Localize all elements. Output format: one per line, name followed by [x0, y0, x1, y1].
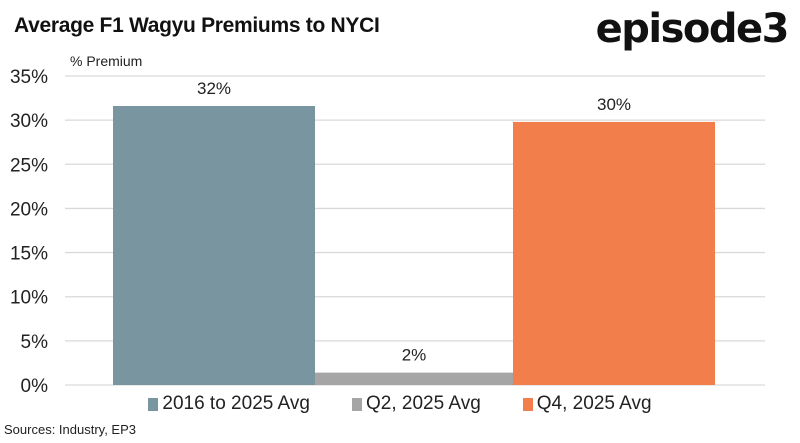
- y-tick-label: 25%: [10, 155, 48, 176]
- legend-swatch: [351, 397, 362, 411]
- data-label: 2%: [402, 346, 427, 365]
- source-note: Sources: Industry, EP3: [4, 422, 136, 437]
- y-tick-label: 15%: [10, 244, 48, 265]
- bar: [513, 121, 715, 385]
- bar: [315, 372, 513, 385]
- y-tick-label: 30%: [10, 111, 48, 132]
- y-tick-label: 10%: [10, 288, 48, 309]
- legend-label: Q2, 2025 Avg: [365, 393, 481, 414]
- legend-label: 2016 to 2025 Avg: [162, 393, 310, 414]
- legend-item: Q2, 2025 Avg: [351, 393, 481, 415]
- episode3-logo: episode3: [595, 6, 790, 52]
- legend-item: Q4, 2025 Avg: [522, 393, 652, 415]
- legend-label: Q4, 2025 Avg: [536, 393, 652, 414]
- legend-item: 2016 to 2025 Avg: [148, 393, 310, 415]
- data-label: 32%: [197, 79, 231, 98]
- y-tick-label: 35%: [10, 67, 48, 88]
- bar: [113, 106, 315, 385]
- y-tick-label: 20%: [10, 199, 48, 220]
- data-label: 30%: [597, 95, 631, 114]
- chart-title: Average F1 Wagyu Premiums to NYCI: [14, 14, 380, 37]
- legend-swatch: [522, 397, 533, 411]
- y-tick-label: 5%: [21, 332, 49, 353]
- legend: 2016 to 2025 Avg Q2, 2025 Avg Q4, 2025 A…: [0, 393, 800, 415]
- legend-swatch: [148, 397, 159, 411]
- y-tick-label: 0%: [21, 376, 49, 397]
- y-axis-label: % Premium: [70, 53, 143, 69]
